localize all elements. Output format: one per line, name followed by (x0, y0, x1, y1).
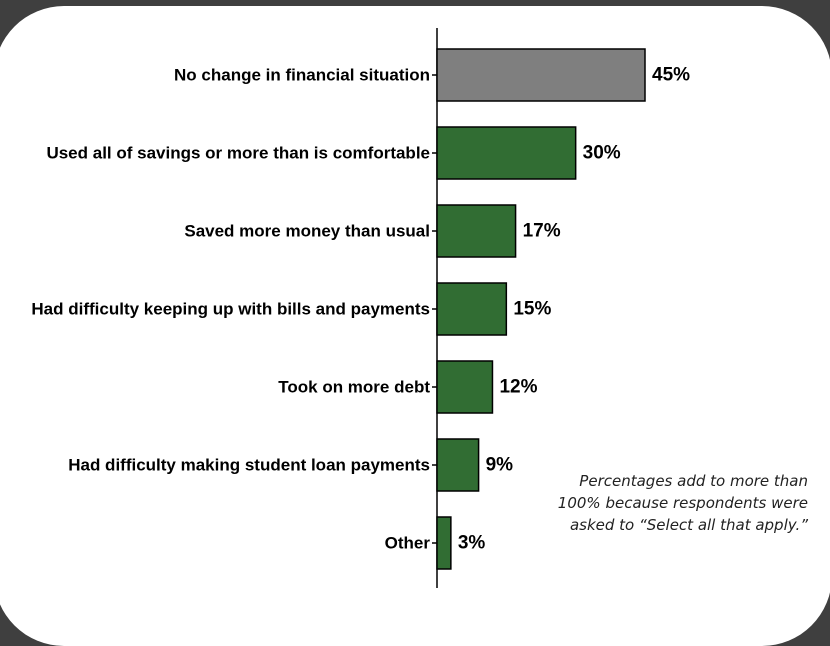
value-label: 9% (486, 455, 514, 476)
value-label: 30% (583, 143, 621, 164)
bar (436, 516, 452, 570)
category-label: Had difficulty making student loan payme… (68, 456, 430, 475)
chart-panel (0, 6, 830, 646)
bar (436, 48, 646, 102)
bar (436, 126, 577, 180)
value-label: 15% (513, 299, 551, 320)
category-label: Took on more debt (278, 378, 430, 397)
bar (436, 282, 508, 336)
category-label: No change in financial situation (174, 66, 430, 85)
bars-group: No change in financial situation 45% Used … (31, 48, 690, 570)
value-label: 12% (499, 377, 537, 398)
bar (436, 438, 480, 492)
category-label: Had difficulty keeping up with bills and… (31, 300, 430, 319)
value-label: 45% (652, 65, 690, 86)
category-label: Used all of savings or more than is comf… (46, 144, 430, 163)
bar (436, 204, 517, 258)
category-label: Other (385, 534, 431, 553)
value-label: 17% (523, 221, 561, 242)
footnote: Percentages add to more than 100% becaus… (557, 472, 808, 534)
category-label: Saved more money than usual (184, 222, 430, 241)
value-label: 3% (458, 533, 486, 554)
bar (436, 360, 494, 414)
bar-chart: No change in financial situation 45% Used … (31, 28, 690, 588)
